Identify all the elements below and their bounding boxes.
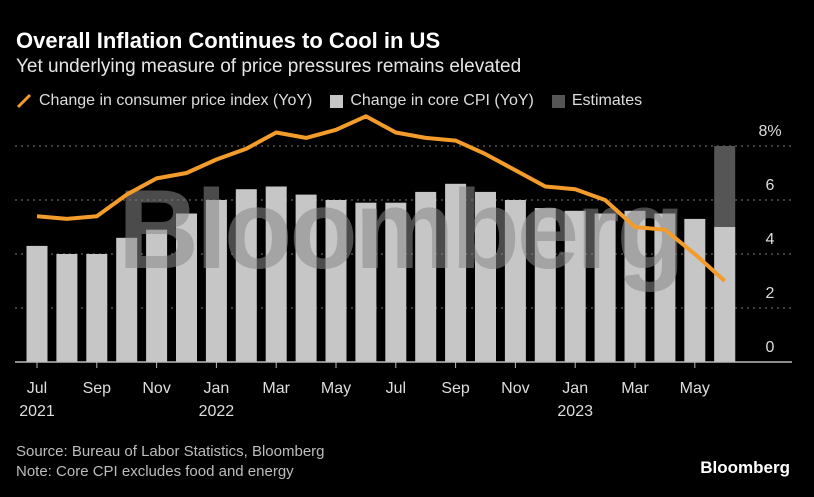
x-tick-month: Jan xyxy=(562,380,588,397)
x-tick-month: Sep xyxy=(83,380,112,397)
y-tick-label: 0 xyxy=(766,339,775,356)
core-cpi-bar xyxy=(534,208,556,362)
core-cpi-bar xyxy=(594,213,616,362)
core-cpi-bar xyxy=(295,194,317,362)
source-note: Source: Bureau of Labor Statistics, Bloo… xyxy=(16,443,325,460)
legend: Change in consumer price index (YoY) Cha… xyxy=(16,92,652,110)
x-tick-month: May xyxy=(680,380,710,397)
y-tick-label: 2 xyxy=(766,285,775,302)
core-cpi-bar xyxy=(624,210,646,362)
x-tick-month: Nov xyxy=(142,380,170,397)
square-icon xyxy=(330,94,344,108)
core-cpi-bar xyxy=(26,245,48,362)
bloomberg-logo: Bloomberg xyxy=(700,458,790,477)
chart-subtitle: Yet underlying measure of price pressure… xyxy=(16,56,522,77)
x-tick-month: Sep xyxy=(441,380,470,397)
core-cpi-bar xyxy=(684,218,706,362)
cpi-line xyxy=(36,114,727,283)
x-tick-year: 2021 xyxy=(19,403,55,420)
chart-title: Overall Inflation Continues to Cool in U… xyxy=(16,28,441,53)
core-cpi-bar xyxy=(56,254,78,362)
core-cpi-bar xyxy=(205,200,227,362)
core-cpi-bar xyxy=(445,183,467,362)
core-cpi-bar xyxy=(235,189,257,362)
core-cpi-bar xyxy=(265,186,287,362)
y-tick-label: 8% xyxy=(758,123,781,140)
core-cpi-bar xyxy=(355,202,377,362)
watermark: Bloomberg xyxy=(118,167,682,292)
x-tick-year: 2022 xyxy=(199,403,235,420)
x-tick-month: Mar xyxy=(621,380,649,397)
x-tick-month: Jul xyxy=(386,380,406,397)
x-tick-year: 2023 xyxy=(557,403,593,420)
core-cpi-bar xyxy=(504,200,526,362)
core-cpi-bar xyxy=(385,202,407,362)
x-tick-month: Mar xyxy=(262,380,290,397)
square-icon xyxy=(551,94,565,108)
y-tick-label: 4 xyxy=(766,231,775,248)
core-cpi-bar xyxy=(564,210,586,362)
legend-item-estimates: Estimates xyxy=(551,92,643,110)
legend-label: Change in consumer price index (YoY) xyxy=(39,92,313,109)
core-cpi-bar xyxy=(415,191,437,362)
legend-item-core-cpi: Change in core CPI (YoY) xyxy=(330,92,534,110)
core-cpi-bar xyxy=(116,237,138,362)
core-cpi-bar xyxy=(86,254,108,362)
legend-label: Estimates xyxy=(571,92,643,109)
core-cpi-bar xyxy=(654,213,676,362)
legend-item-cpi: Change in consumer price index (YoY) xyxy=(16,92,312,110)
core-cpi-bar xyxy=(146,229,168,362)
footnote: Note: Core CPI excludes food and energy xyxy=(16,463,294,480)
x-tick-month: May xyxy=(321,380,351,397)
core-cpi-bar xyxy=(176,213,197,362)
core-cpi-bar xyxy=(475,191,496,362)
y-tick-label: 6 xyxy=(766,177,775,194)
legend-label: Change in core CPI (YoY) xyxy=(350,92,534,109)
x-tick-month: Jul xyxy=(27,380,47,397)
x-tick-month: Nov xyxy=(501,380,529,397)
core-cpi-bar xyxy=(325,200,347,362)
x-tick-month: Jan xyxy=(204,380,230,397)
core-cpi-bar xyxy=(714,227,736,362)
line-slash-icon xyxy=(16,93,32,109)
